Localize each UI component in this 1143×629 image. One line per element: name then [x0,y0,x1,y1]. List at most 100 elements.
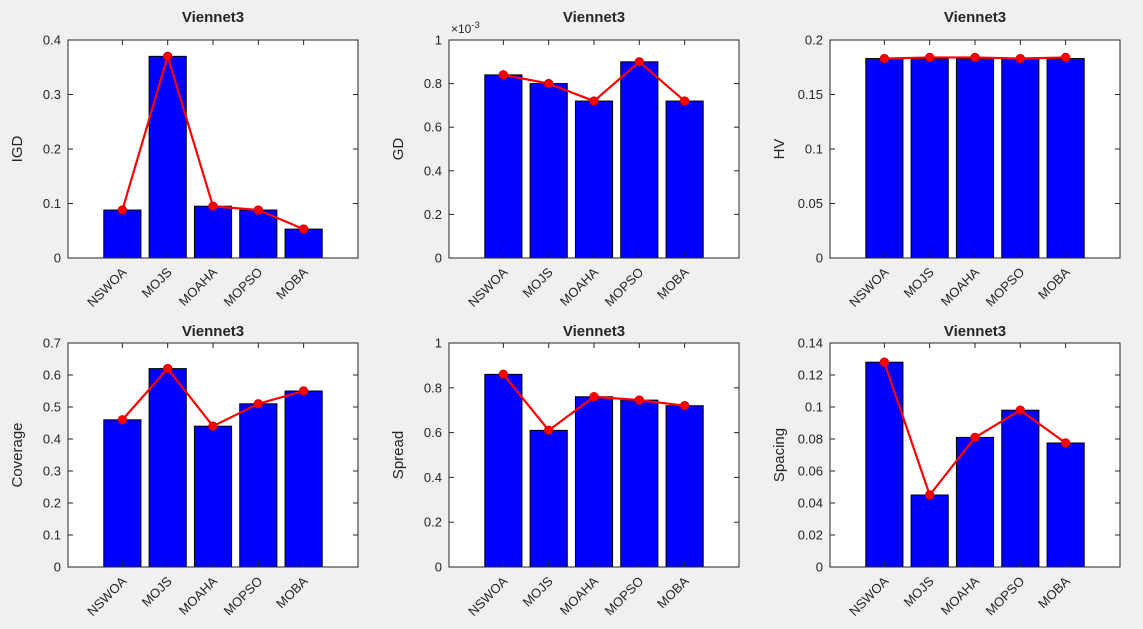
axes-box [829,39,1121,259]
marker-nswoa [879,357,890,367]
bar-nswoa [865,58,904,259]
x-tick-label: MOBA [273,264,311,302]
x-tick-label: NSWOA [84,264,130,310]
axes-box [67,39,359,259]
marker-moba [679,96,690,106]
x-tick-label: MOAHA [557,573,602,618]
bar-moaha [574,396,614,568]
axes-box [829,342,1121,568]
x-tick-label: MOBA [654,264,692,302]
x-tick-label: MOJS [901,573,937,609]
y-tick-label: 0 [435,251,442,266]
bar-moba [665,100,704,259]
y-tick-label: 0.2 [43,496,61,511]
y-axis-label: GD [390,138,407,161]
marker-mojs [543,78,554,89]
y-tick-label: 0 [54,560,61,575]
y-tick-label: 0.4 [424,163,442,178]
marker-mopso [634,57,645,67]
marker-nswoa [117,205,128,215]
marker-mojs [162,363,173,374]
x-tick-label: MOPSO [221,265,266,310]
y-tick-label: 1 [435,336,442,351]
marker-mopso [634,395,645,405]
bar-nswoa [484,74,523,259]
marker-moaha [970,432,980,443]
bar-moaha [193,425,233,568]
marker-mopso [1015,405,1026,415]
chart-title: Viennet3 [944,9,1006,26]
chart-title: Viennet3 [182,9,244,26]
marker-mojs [924,490,935,500]
bar-moba [1046,58,1085,259]
bar-mojs [148,368,187,568]
bar-moba [1046,442,1085,568]
bar-moba [665,405,704,568]
y-tick-label: 0.4 [43,33,61,48]
subplot-spacing: 0 0.02 0.04 0.06 0.08 0.1 0.12 0.14 NSWOA MOJS MOA… [762,310,1143,629]
marker-nswoa [117,415,128,425]
chart-title: Viennet3 [563,323,625,340]
x-tick-label: MOPSO [983,265,1028,310]
bar-nswoa [865,361,904,568]
x-tick-label: NSWOA [465,264,511,310]
x-tick-label: MOAHA [176,264,221,309]
bar-nswoa [103,419,142,568]
y-tick-label: 0.08 [798,432,823,447]
x-tick-label: MOJS [520,573,556,609]
marker-moaha [589,392,599,402]
axes-box [448,342,740,568]
marker-moaha [970,52,980,63]
marker-mojs [162,51,173,62]
marker-nswoa [498,70,509,80]
bar-mopso [620,399,659,568]
subplot-gd: 0 0.2 0.4 0.6 0.8 1 NSWOA MOJS MOAHA MOPSO MOBA Vie… [381,0,762,310]
chart-hv-svg: 0 0.05 0.1 0.15 0.2 NSWOA MOJS MOAHA MOPSO MOBA Vi… [771,9,1121,310]
y-tick-label: 0.15 [798,87,823,102]
marker-moba [298,386,309,396]
chart-igd-svg: 0 0.1 0.2 0.3 0.4 NSWOA MOJS MOAHA MOPSO MOBA Vien… [9,9,359,310]
y-tick-label: 0.1 [43,196,61,211]
y-axis-label: HV [771,139,788,160]
x-tick-label: NSWOA [84,573,130,619]
y-tick-label: 0.14 [798,336,823,351]
bar-mopso [620,61,659,259]
x-tick-label: MOBA [273,573,311,611]
x-tick-label: MOBA [1035,573,1073,611]
y-tick-label: 0.4 [43,432,61,447]
y-tick-label: 0.02 [798,528,823,543]
y-axis-label: Spread [390,431,407,479]
x-tick-label: MOAHA [176,573,221,618]
y-tick-label: 0.8 [424,380,442,395]
bar-moaha [193,205,233,259]
chart-title: Viennet3 [563,9,625,26]
subplot-spread: 0 0.2 0.4 0.6 0.8 1 NSWOA MOJS MOAHA MOPSO MOBA Vie… [381,310,762,629]
bar-mojs [529,429,568,568]
y-tick-label: 0.1 [805,400,823,415]
y-tick-label: 0.1 [43,528,61,543]
subplot-coverage: 0 0.1 0.2 0.3 0.4 0.5 0.6 0.7 NSWOA MOJS MOAHA MOPS… [0,310,381,629]
y-tick-label: 0 [54,251,61,266]
marker-moba [1060,438,1071,448]
marker-mopso [253,399,264,409]
y-tick-label: 0 [816,560,823,575]
bar-mojs [910,58,949,259]
y-tick-label: 0.04 [798,496,823,511]
marker-moaha [208,201,218,211]
x-tick-label: MOBA [1035,264,1073,302]
x-tick-label: MOPSO [602,574,647,619]
x-tick-label: MOAHA [938,264,983,309]
x-tick-label: MOPSO [221,574,266,619]
bar-nswoa [484,373,523,568]
marker-mopso [1015,53,1026,64]
marker-mojs [543,425,554,436]
x-tick-label: MOJS [520,264,556,300]
marker-moba [1060,52,1071,63]
x-tick-label: NSWOA [846,573,892,619]
chart-gd-svg: 0 0.2 0.4 0.6 0.8 1 NSWOA MOJS MOAHA MOPSO MOBA Vie… [390,9,740,310]
marker-nswoa [879,53,890,64]
bar-mopso [239,403,278,568]
y-tick-label: 0.2 [424,515,442,530]
y-tick-label: 0.2 [805,33,823,48]
